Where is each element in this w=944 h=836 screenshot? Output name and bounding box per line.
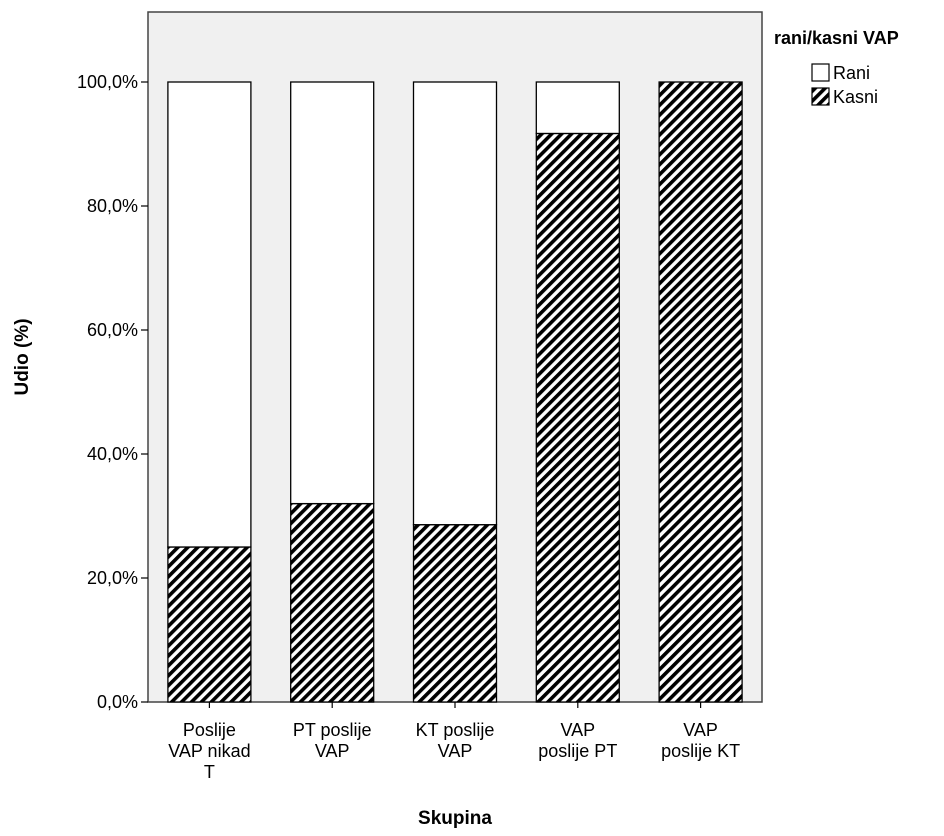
x-tick-label: Poslije VAP nikad T: [168, 720, 250, 782]
y-tick-label: 80,0%: [87, 196, 138, 216]
bar-kasni-3: [535, 132, 620, 703]
bar-kasni-0: [167, 546, 252, 703]
legend-label-rani: Rani: [833, 63, 870, 83]
y-tick-label: 40,0%: [87, 444, 138, 464]
x-axis-title: Skupina: [418, 808, 492, 829]
y-tick-label: 0,0%: [97, 692, 138, 712]
x-tick-label: PT poslije VAP: [293, 720, 372, 761]
legend-title: rani/kasni VAP: [774, 28, 899, 48]
y-tick-label: 60,0%: [87, 320, 138, 340]
x-tick-label: KT poslije VAP: [416, 720, 495, 761]
x-tick-label: VAP poslije PT: [538, 720, 617, 761]
bar-kasni-1: [290, 502, 375, 703]
y-tick-label: 20,0%: [87, 568, 138, 588]
legend-label-kasni: Kasni: [833, 87, 878, 107]
bar-rani-2: [412, 81, 498, 526]
x-tick-label: VAP poslije KT: [661, 720, 740, 761]
bar-kasni-4: [658, 81, 743, 703]
bar-rani-1: [290, 81, 375, 505]
legend-swatch-kasni: [811, 87, 830, 106]
bar-rani-3: [535, 81, 620, 135]
y-axis-title: Udio (%): [12, 318, 33, 395]
legend-swatch-rani: [811, 63, 830, 82]
bar-rani-0: [167, 81, 252, 548]
y-tick-label: 100,0%: [77, 72, 138, 92]
bar-kasni-2: [412, 524, 498, 703]
